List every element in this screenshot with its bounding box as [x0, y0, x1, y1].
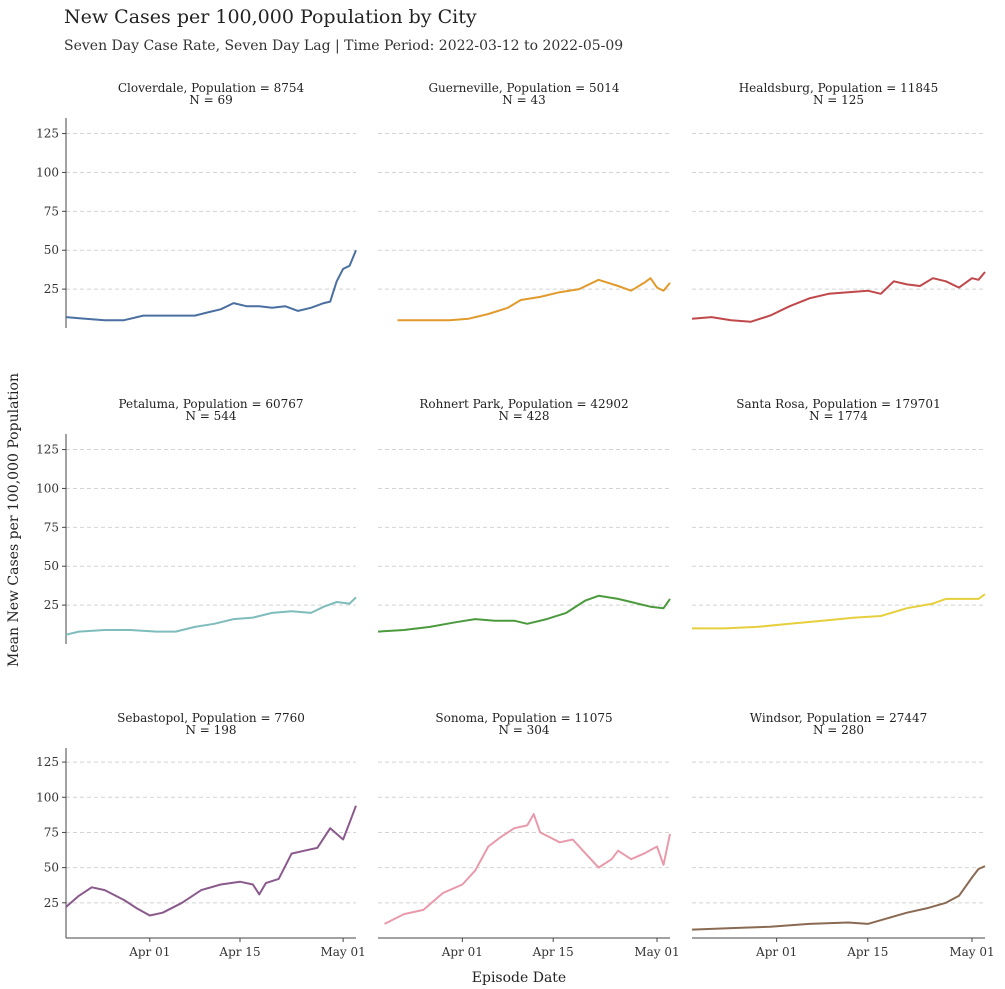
y-axis-title: Mean New Cases per 100,000 Population	[6, 373, 22, 667]
series-line	[65, 805, 357, 917]
facet-title: Santa Rosa, Population = 179701	[736, 397, 940, 411]
x-tick-label: Apr 01	[441, 945, 483, 959]
series-line	[384, 813, 671, 925]
x-tick-label: Apr 01	[128, 945, 170, 959]
y-tick-label: 125	[36, 443, 59, 457]
facet-title: Cloverdale, Population = 8754	[118, 81, 305, 95]
series-line	[65, 596, 357, 636]
y-tick-label: 25	[44, 896, 59, 910]
x-tick-label: Apr 15	[532, 945, 574, 959]
y-tick-label: 75	[44, 204, 59, 218]
series-line	[691, 865, 986, 931]
series-line	[397, 277, 671, 322]
y-tick-label: 100	[36, 481, 59, 495]
y-tick-label: 100	[36, 790, 59, 804]
facet-n-label: N = 69	[189, 93, 232, 107]
y-tick-label: 25	[44, 282, 59, 296]
series-line	[691, 271, 986, 323]
x-axis-title: Episode Date	[472, 970, 566, 986]
y-tick-label: 25	[44, 598, 59, 612]
facet-n-label: N = 125	[813, 93, 864, 107]
y-tick-label: 75	[44, 520, 59, 534]
x-tick-label: Apr 15	[846, 945, 888, 959]
facet-n-label: N = 544	[185, 409, 236, 423]
facet-n-label: N = 280	[813, 723, 864, 737]
facet-title: Healdsburg, Population = 11845	[739, 81, 939, 95]
y-tick-label: 50	[44, 861, 59, 875]
facet-n-label: N = 43	[502, 93, 545, 107]
x-tick-label: May 01	[320, 945, 365, 959]
y-tick-label: 50	[44, 243, 59, 257]
series-line	[377, 594, 671, 633]
facet-title: Sebastopol, Population = 7760	[117, 711, 305, 725]
x-tick-label: Apr 01	[755, 945, 797, 959]
facet-title: Windsor, Population = 27447	[750, 711, 928, 725]
facet-n-label: N = 1774	[809, 409, 868, 423]
facet-n-label: N = 304	[498, 723, 549, 737]
series-line	[692, 593, 986, 630]
facet-title: Petaluma, Population = 60767	[118, 397, 303, 411]
y-tick-label: 100	[36, 165, 59, 179]
facet-title: Sonoma, Population = 11075	[435, 711, 612, 725]
chart-title: New Cases per 100,000 Population by City	[64, 6, 477, 28]
series-line	[65, 249, 357, 322]
facet-title: Guerneville, Population = 5014	[428, 81, 619, 95]
y-tick-label: 75	[44, 825, 59, 839]
facet-title: Rohnert Park, Population = 42902	[419, 397, 628, 411]
x-tick-label: Apr 15	[218, 945, 260, 959]
x-tick-label: May 01	[634, 945, 679, 959]
x-tick-label: May 01	[949, 945, 994, 959]
y-tick-label: 125	[36, 755, 59, 769]
facet-n-label: N = 198	[185, 723, 236, 737]
y-tick-label: 50	[44, 559, 59, 573]
y-tick-label: 125	[36, 127, 59, 141]
chart-subtitle: Seven Day Case Rate, Seven Day Lag | Tim…	[64, 38, 624, 54]
facet-n-label: N = 428	[498, 409, 549, 423]
